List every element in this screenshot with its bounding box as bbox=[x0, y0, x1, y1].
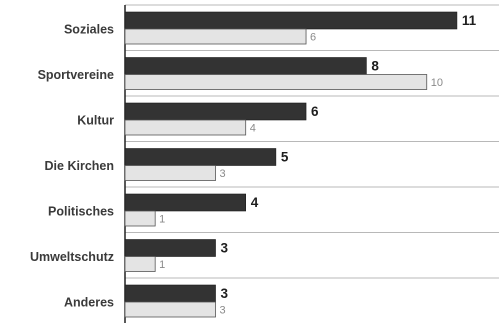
data-label-dark: 8 bbox=[371, 59, 379, 74]
bar-light bbox=[124, 74, 428, 90]
data-label-light: 3 bbox=[220, 304, 226, 316]
bar-light bbox=[124, 256, 156, 272]
category-label: Anderes bbox=[64, 295, 114, 309]
bar-dark bbox=[124, 193, 246, 212]
bar-light bbox=[124, 119, 247, 136]
data-label-light: 1 bbox=[159, 259, 165, 271]
data-label-dark: 3 bbox=[221, 286, 229, 301]
data-label-light: 10 bbox=[431, 77, 443, 89]
bar-dark bbox=[124, 11, 458, 30]
data-label-light: 4 bbox=[250, 122, 256, 134]
data-label-light: 3 bbox=[220, 168, 226, 180]
data-label-light: 6 bbox=[310, 31, 316, 43]
data-label-dark: 11 bbox=[462, 13, 477, 28]
bar-dark bbox=[124, 102, 307, 121]
bar-light bbox=[124, 210, 156, 227]
bar-light bbox=[124, 28, 307, 45]
data-label-dark: 4 bbox=[251, 195, 259, 210]
bar-dark bbox=[124, 239, 216, 257]
data-label-dark: 3 bbox=[221, 241, 229, 256]
category-label: Die Kirchen bbox=[45, 159, 114, 173]
data-label-dark: 5 bbox=[281, 150, 289, 165]
data-label-dark: 6 bbox=[311, 104, 319, 119]
bar-dark bbox=[124, 148, 277, 166]
bar-light bbox=[124, 165, 216, 181]
category-label: Sportvereine bbox=[38, 68, 114, 82]
bar-dark bbox=[124, 284, 216, 303]
bar-dark bbox=[124, 57, 367, 75]
category-label: Kultur bbox=[77, 113, 114, 127]
data-label-light: 1 bbox=[159, 213, 165, 225]
category-label: Umweltschutz bbox=[30, 250, 114, 264]
category-label: Politisches bbox=[48, 204, 114, 218]
bar-light bbox=[124, 301, 216, 318]
category-label: Soziales bbox=[64, 22, 114, 36]
